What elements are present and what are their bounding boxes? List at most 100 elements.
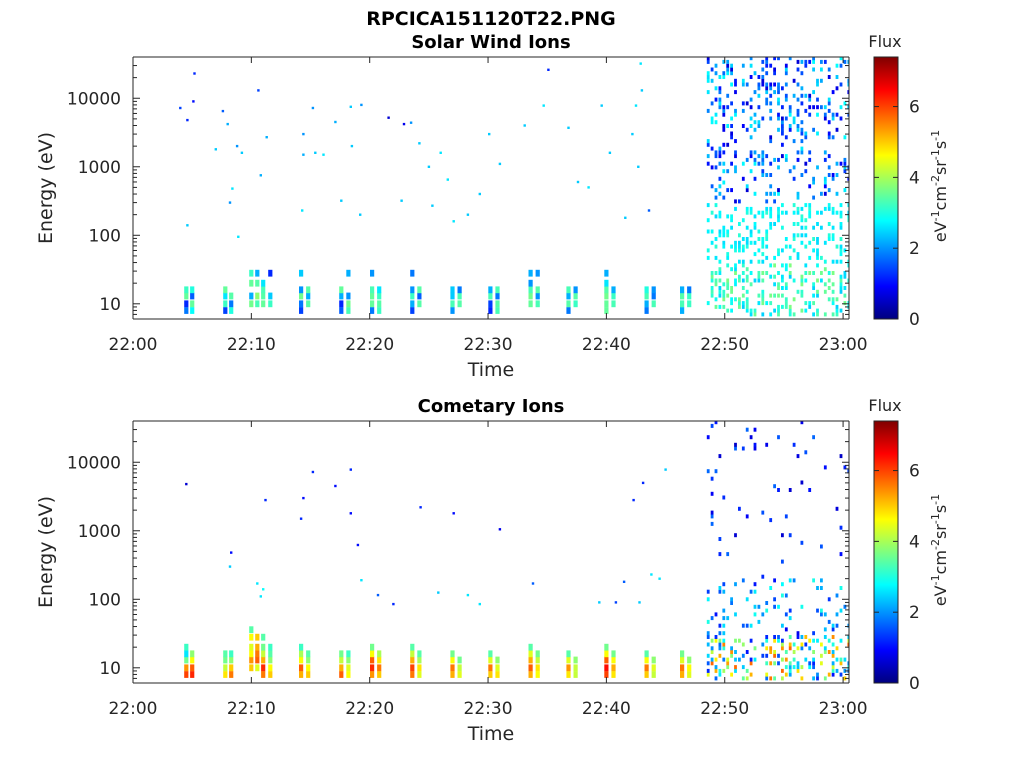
panel-1-cell-9-1 xyxy=(306,664,311,672)
panel-1-cell-24-2 xyxy=(604,656,609,664)
panel-1-cell-4-0 xyxy=(249,664,254,672)
panel-0-cell-24-3 xyxy=(604,286,609,294)
panel-1-cell-20-1 xyxy=(528,664,533,672)
panel-1-point-6 xyxy=(264,498,267,502)
panel-0-plot-area xyxy=(179,57,849,317)
panel-0-cell-12-2 xyxy=(370,292,375,300)
panel-0-cell-1-3 xyxy=(190,286,195,294)
panel-0-cell-24-5 xyxy=(604,269,609,277)
panel-0-dense-region xyxy=(706,57,849,317)
panel-1-cell-3-3 xyxy=(229,650,234,658)
panel-0-point-42 xyxy=(576,180,580,184)
panel-1-cell-2-3 xyxy=(223,650,228,658)
panel-0-cell-7-0 xyxy=(268,300,273,308)
panel-1-cell-6-4 xyxy=(261,643,266,651)
panel-0-point-28 xyxy=(387,116,390,119)
panel-0-cell-18-3 xyxy=(488,286,493,294)
panel-1-cell-19-1 xyxy=(495,664,500,672)
panel-1-xtick-label-5: 22:50 xyxy=(700,699,749,719)
panel-1-cell-20-4 xyxy=(528,643,533,651)
panel-0-cell-7-2 xyxy=(268,269,273,277)
panel-1-cell-24-0 xyxy=(604,671,609,678)
panel-1-cell-23-2 xyxy=(573,656,578,664)
panel-0-cell-14-0 xyxy=(410,307,415,314)
panel-0-cell-0-2 xyxy=(184,292,189,300)
panel-1-cell-25-2 xyxy=(611,656,616,664)
panel-0-cell-19-2 xyxy=(495,292,500,300)
panel-1-cell-17-2 xyxy=(457,656,462,664)
panel-0-cell-24-0 xyxy=(604,307,609,314)
panel-0-cell-9-1 xyxy=(306,292,311,300)
panel-0-cell-7-1 xyxy=(268,292,273,300)
panel-1-point-5 xyxy=(259,595,262,598)
panel-0-point-8 xyxy=(228,201,232,204)
panel-0-colorbar-label: eV-1cm-2sr-1s-1 xyxy=(929,130,950,242)
panel-0-cell-17-0 xyxy=(457,300,462,308)
panel-0-xtick-label-1: 22:10 xyxy=(227,335,276,355)
panel-0-cell-28-0 xyxy=(680,307,685,314)
panel-0-cell-18-2 xyxy=(488,292,493,300)
panel-0-point-54 xyxy=(431,204,434,207)
panel-0-cell-25-0 xyxy=(611,300,616,308)
panel-1-cell-21-1 xyxy=(535,664,540,672)
panel-0-cell-25-2 xyxy=(611,286,616,294)
panel-0-point-37 xyxy=(498,162,502,166)
panel-1-cell-8-1 xyxy=(299,664,304,672)
panel-1-colorbar xyxy=(873,420,899,684)
panel-1-cell-26-2 xyxy=(644,656,649,664)
panel-1-ytick-label-3: 10000 xyxy=(67,453,121,473)
panel-0-point-1 xyxy=(186,118,189,122)
panel-0-point-35 xyxy=(478,192,481,196)
panel-0-point-48 xyxy=(647,209,651,212)
panel-1-point-11 xyxy=(349,468,352,471)
panel-1-cell-10-3 xyxy=(339,650,344,658)
panel-0-cell-15-2 xyxy=(417,286,422,294)
panel-1-cell-4-5 xyxy=(249,626,254,634)
panel-1-cell-17-1 xyxy=(457,664,462,672)
panel-1-plot-area xyxy=(184,421,849,681)
panel-0-point-18 xyxy=(301,209,304,212)
panel-0-cell-4-3 xyxy=(249,269,254,277)
panel-1-cell-6-0 xyxy=(261,671,266,678)
panel-1-colorbar-label: eV-1cm-2sr-1s-1 xyxy=(929,494,950,606)
panel-0-cell-11-0 xyxy=(346,307,351,314)
panel-1-cell-14-1 xyxy=(410,664,415,672)
panel-1-cell-19-0 xyxy=(495,671,500,678)
panel-0-cell-0-3 xyxy=(184,286,189,294)
panel-0-point-27 xyxy=(359,213,362,216)
panel-1-cell-13-0 xyxy=(377,671,382,678)
panel-1-point-15 xyxy=(376,593,380,597)
panel-1-point-25 xyxy=(614,601,618,604)
panel-0-cell-5-2 xyxy=(255,279,260,287)
panel-0-xtick-label-6: 23:00 xyxy=(819,335,868,355)
panel-0-cell-13-3 xyxy=(377,286,382,294)
panel-0-cell-12-0 xyxy=(370,307,375,314)
panel-1-point-7 xyxy=(302,496,305,500)
panel-0-cell-17-1 xyxy=(457,292,462,300)
panel-1-cell-11-0 xyxy=(346,671,351,678)
panel-0-cell-4-1 xyxy=(249,292,254,300)
panel-0-point-0 xyxy=(179,106,182,110)
panel-1-cell-14-3 xyxy=(410,650,415,658)
panel-1-point-16 xyxy=(392,602,395,606)
panel-0-point-19 xyxy=(311,106,315,110)
panel-1-cell-18-2 xyxy=(488,656,493,664)
panel-1-cell-6-1 xyxy=(261,664,266,672)
panel-0-point-4 xyxy=(186,224,189,227)
panel-0-cell-4-0 xyxy=(249,300,254,308)
panel-1-cell-3-1 xyxy=(229,664,234,672)
panel-1-point-0 xyxy=(185,482,188,486)
panel-0-point-22 xyxy=(334,120,337,124)
panel-0-point-39 xyxy=(542,104,545,107)
panel-1-xtick-label-1: 22:10 xyxy=(227,699,276,719)
panel-0-cell-11-3 xyxy=(346,269,351,277)
panel-1-cell-28-2 xyxy=(680,656,685,664)
panel-0-cell-16-0 xyxy=(450,307,455,314)
panel-0-point-44 xyxy=(600,104,603,107)
panel-0-cell-6-2 xyxy=(261,286,266,294)
panel-0-point-6 xyxy=(226,122,229,126)
panel-0-cell-11-1 xyxy=(346,300,351,308)
panel-0-cell-26-2 xyxy=(644,292,649,300)
panel-0-cell-23-0 xyxy=(573,300,578,308)
